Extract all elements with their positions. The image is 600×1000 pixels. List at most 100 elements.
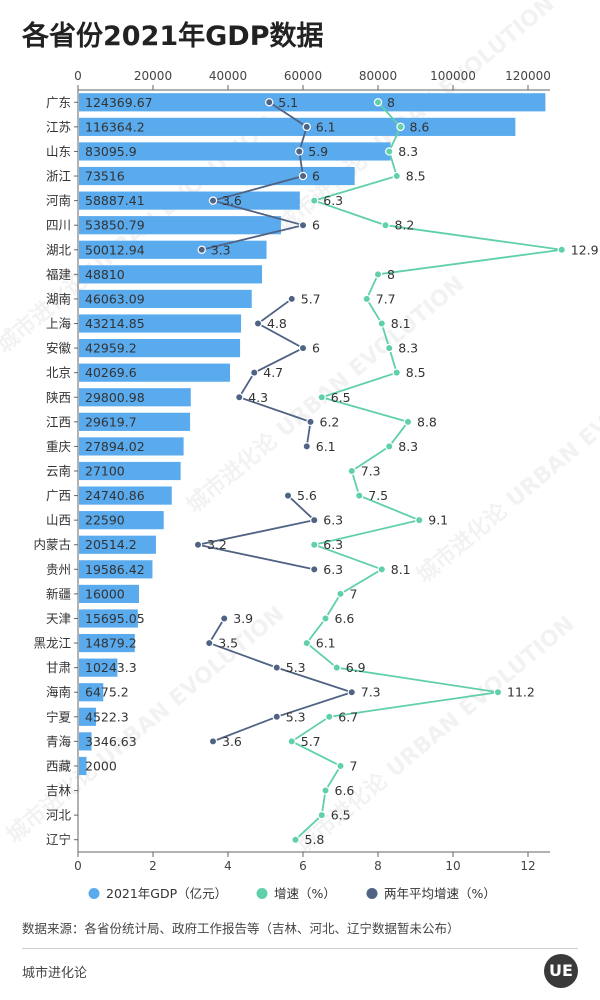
avg-growth-line (197, 494, 317, 571)
province-label: 云南 (46, 464, 71, 479)
legend-label: 增速（%） (274, 886, 336, 901)
legend-label: 2021年GDP（亿元） (106, 886, 227, 901)
legend-marker (88, 888, 100, 899)
avg-growth-point (302, 122, 311, 132)
growth-point (557, 245, 566, 254)
avg-growth-point (197, 245, 206, 254)
bottom-axis-tick-label: 8 (374, 859, 382, 873)
avg-growth-point-label: 5.6 (297, 488, 317, 503)
growth-points (193, 98, 566, 844)
avg-growth-point-label: 6.3 (323, 562, 343, 577)
avg-growth-point-label: 5.3 (286, 709, 306, 724)
gdp-bar-label: 53850.79 (85, 218, 145, 233)
avg-growth-point (250, 368, 259, 377)
gdp-bar-label: 27100 (85, 464, 125, 479)
avg-growth-point-label: 5.7 (301, 291, 321, 306)
province-label: 吉林 (46, 783, 72, 798)
growth-point (403, 417, 413, 427)
growth-point (347, 466, 356, 476)
province-labels: 广东江苏山东浙江河南四川湖北福建湖南上海安徽北京陕西江西重庆云南广西山西内蒙古贵… (33, 95, 78, 847)
avg-growth-point (310, 515, 319, 525)
growth-point-label: 8.8 (417, 414, 437, 429)
watermark-text: 城市进化论 URBAN EVOLUTION (412, 341, 600, 589)
page-title: 各省份2021年GDP数据 (22, 21, 324, 52)
growth-point (336, 589, 345, 599)
gdp-bar (79, 732, 92, 751)
avg-growth-point-label: 5.3 (286, 660, 306, 675)
growth-point-label: 5.7 (301, 734, 321, 749)
province-label: 广西 (46, 488, 71, 503)
growth-point (362, 294, 371, 304)
avg-growth-point-label: 3.9 (233, 611, 253, 626)
avg-growth-point (253, 319, 263, 328)
gdp-bar-label: 29800.98 (85, 390, 145, 405)
gdp-bar-label: 46063.09 (85, 291, 145, 306)
growth-point (415, 515, 424, 525)
gdp-bar-label: 20514.2 (85, 537, 137, 552)
brand-name: 城市进化论 (22, 966, 88, 981)
legend-marker (366, 888, 378, 899)
gdp-bar-label: 50012.94 (85, 242, 145, 257)
top-axis-tick-label: 100000 (430, 69, 476, 83)
growth-point (392, 171, 401, 181)
growth-point (310, 540, 319, 549)
growth-point-label: 8 (387, 95, 395, 110)
growth-point-label: 5.8 (305, 832, 325, 847)
growth-point-label: 7 (350, 758, 358, 773)
province-label: 河南 (46, 193, 71, 208)
growth-point (321, 614, 330, 623)
gdp-bar (79, 265, 263, 284)
growth-point-label: 12.9 (571, 242, 599, 257)
province-label: 内蒙古 (33, 537, 71, 552)
avg-growth-point (265, 98, 274, 107)
gdp-bar-label: 42959.2 (85, 341, 137, 356)
growth-point-label: 8.2 (395, 218, 415, 233)
growth-point-label: 7.3 (361, 464, 381, 479)
growth-point-label: 8.5 (406, 365, 426, 380)
top-axis-tick-label: 80000 (359, 69, 397, 83)
growth-point (373, 270, 383, 279)
growth-point-label: 6.3 (323, 193, 343, 208)
avg-growth-point-label: 3.6 (222, 734, 242, 749)
growth-point-label: 6.1 (316, 636, 336, 651)
top-axis-tick-label: 40000 (209, 69, 247, 83)
gdp-bar-label: 48810 (85, 267, 125, 282)
province-label: 北京 (46, 365, 71, 380)
gdp-bar-labels: 124369.67 116364.2 83095.9 73516 58887.41 538… (85, 95, 153, 774)
gdp-bar (79, 289, 252, 309)
gdp-bar (79, 707, 96, 726)
bottom-axis-tick-label: 6 (299, 859, 307, 873)
growth-point-label: 6.5 (331, 390, 351, 405)
gdp-bar (79, 535, 156, 554)
avg-growth-point (272, 663, 281, 672)
growth-point (377, 565, 386, 574)
gdp-bar (79, 363, 231, 382)
province-label: 陕西 (46, 390, 71, 405)
gdp-bars (79, 93, 546, 776)
gdp-bar-label: 58887.41 (85, 193, 145, 208)
avg-growth-point (205, 638, 214, 648)
growth-point (321, 786, 330, 795)
growth-point-label: 7 (350, 586, 358, 601)
avg-growth-point (298, 220, 308, 230)
province-label: 辽宁 (46, 832, 71, 847)
gdp-bar-label: 29619.7 (85, 414, 137, 429)
growth-point (396, 122, 405, 132)
growth-point (373, 98, 383, 107)
avg-growth-point-label: 4.7 (263, 365, 283, 380)
growth-point (377, 319, 386, 328)
gdp-bar (79, 511, 164, 530)
avg-growth-point (306, 417, 315, 427)
avg-growth-point-label: 6.2 (320, 414, 340, 429)
growth-point (385, 343, 394, 353)
province-label: 甘肃 (46, 660, 71, 675)
avg-growth-point-label: 4.8 (267, 316, 287, 331)
growth-point (287, 737, 296, 746)
chart-legend: 2021年GDP（亿元） 增速（%） 两年平均增速（%） (88, 886, 496, 901)
avg-growth-point (220, 614, 229, 623)
gdp-bar (79, 584, 139, 603)
avg-growth-point (302, 442, 311, 451)
gdp-bar (79, 437, 184, 456)
province-label: 上海 (46, 316, 72, 331)
avg-growth-point-label: 3.2 (207, 537, 227, 552)
